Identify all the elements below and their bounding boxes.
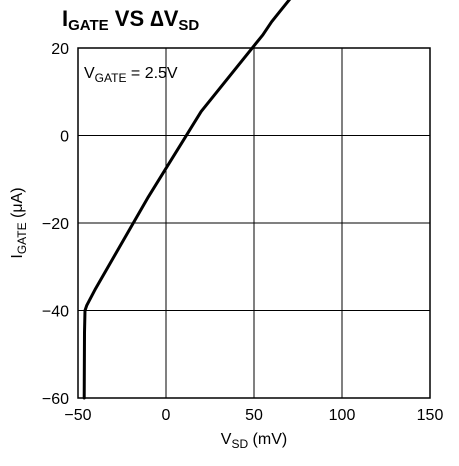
annotation-vgate: VGATE = 2.5V (84, 65, 178, 85)
y-tick-label: 0 (60, 129, 69, 146)
x-tick-label: −50 (64, 407, 91, 424)
x-label-sd-sub: SD (231, 437, 248, 451)
chart-title-sd-sub: SD (178, 17, 200, 34)
y-label-i: I (9, 254, 26, 258)
chart-title-gate-sub: GATE (68, 17, 109, 34)
x-axis-label: VSD (mV) (221, 431, 287, 451)
x-label-unit: (mV) (248, 431, 287, 448)
y-tick-label: −40 (42, 304, 69, 321)
chart-title-i: I (62, 6, 69, 31)
x-tick-label: 150 (417, 407, 444, 424)
annotation-v: V (84, 65, 95, 82)
x-tick-label: 50 (245, 407, 263, 424)
ticks-layer: −50 0 50 100 150 −60 −40 −20 0 20 (42, 41, 444, 424)
y-tick-label: 20 (51, 41, 69, 58)
chart-title-vs: VS (108, 6, 151, 31)
annotation-value: = 2.5V (126, 65, 177, 82)
chart-title: IGATE VS ∆VSD (62, 6, 199, 34)
x-label-v: V (221, 431, 232, 448)
y-tick-label: −20 (42, 216, 69, 233)
y-tick-label: −60 (42, 391, 69, 408)
y-axis-label: IGATE (μA) (9, 187, 29, 258)
y-label-gate-sub: GATE (15, 222, 29, 254)
x-tick-label: 100 (329, 407, 356, 424)
annotation-gate-sub: GATE (95, 71, 127, 85)
chart-title-delta-v: ∆V (150, 6, 179, 31)
y-label-unit: (μA) (9, 187, 26, 222)
grid-layer (78, 48, 430, 398)
series-line-igate (82, 0, 292, 400)
x-tick-label: 0 (162, 407, 171, 424)
